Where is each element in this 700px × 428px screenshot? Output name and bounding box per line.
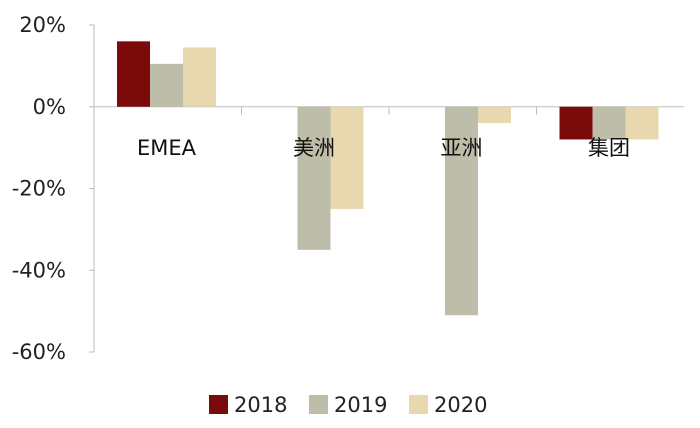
bar-2019-3 [592,106,626,140]
bar-2018-0 [117,41,150,107]
bar-2020-1 [330,106,364,209]
bars-layer [117,41,659,316]
y-tick-label: -40% [12,258,66,282]
bar-2020-3 [625,106,659,140]
legend-swatch-2020 [409,395,428,414]
y-tick-label: 0% [33,95,66,119]
legend-label-2020: 2020 [434,393,487,417]
y-tick-label: -60% [12,340,66,364]
category-labels: EMEA 美洲 亚洲 集团 [137,136,630,160]
bar-2020-2 [478,106,511,124]
y-tick-label: 20% [19,13,66,37]
legend-swatch-2018 [209,395,228,414]
bar-2018-3 [559,106,593,140]
y-tick-labels: 20% 0% -20% -40% -60% [12,13,66,364]
category-label: 美洲 [293,136,335,160]
bar-2019-2 [445,106,478,316]
legend-swatch-2019 [309,395,328,414]
bar-2020-0 [183,47,216,107]
bar-2019-1 [297,106,331,250]
legend-label-2018: 2018 [234,393,287,417]
legend-label-2019: 2019 [334,393,387,417]
bar-2019-0 [150,63,183,107]
y-tick-label: -20% [12,177,66,201]
category-label: 集团 [588,136,630,160]
category-label: 亚洲 [441,136,483,160]
category-label: EMEA [137,136,197,160]
legend: 2018 2019 2020 [209,393,487,417]
